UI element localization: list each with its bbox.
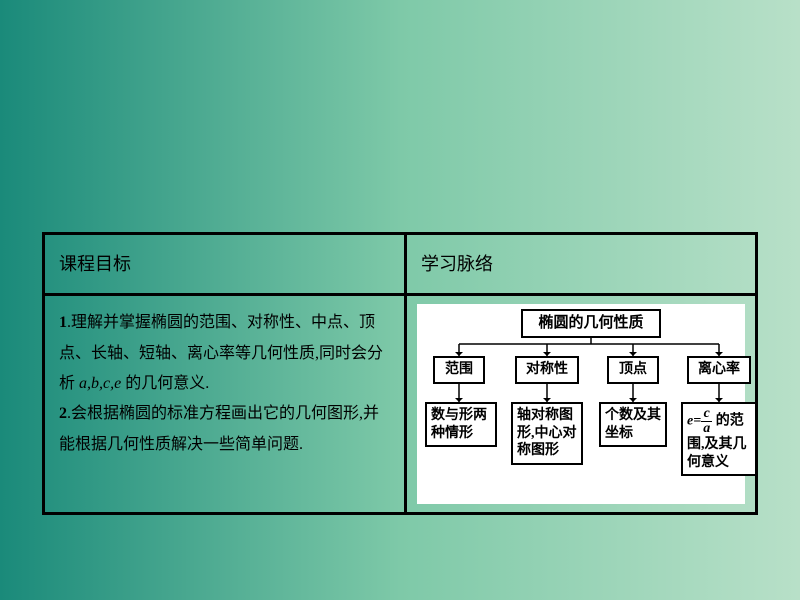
obj1-text-b: 的几何意义. xyxy=(121,375,209,392)
diagram-l3-eccentricity-detail: e=ca 的范围,及其几何意义 xyxy=(681,402,757,476)
diagram-title-box: 椭圆的几何性质 xyxy=(521,309,661,338)
diagram-l3-range-detail: 数与形两种情形 xyxy=(425,402,497,447)
obj1-number: 1 xyxy=(59,314,67,331)
ecc-fraction: ca xyxy=(701,407,712,436)
obj2-text: .会根据椭圆的标准方程画出它的几何图形,并能根据几何性质解决一些简单问题. xyxy=(59,405,379,452)
diagram-l3-symmetry-detail: 轴对称图形,中心对称图形 xyxy=(511,402,583,465)
content-table: 课程目标 学习脉络 1.理解并掌握椭圆的范围、对称性、中点、顶点、长轴、短轴、离… xyxy=(42,232,758,515)
header-objectives: 课程目标 xyxy=(44,234,406,295)
ecc-frac-num: c xyxy=(701,407,712,422)
ecc-prefix: e= xyxy=(687,414,701,429)
outline-cell: 椭圆的几何性质 范围 对称性 顶点 离心率 数与形两种情形 轴对称图形,中心对称… xyxy=(406,295,757,514)
diagram-l3-vertex-detail: 个数及其坐标 xyxy=(599,402,667,447)
obj1-vars: a,b,c,e xyxy=(79,375,121,392)
objectives-cell: 1.理解并掌握椭圆的范围、对称性、中点、顶点、长轴、短轴、离心率等几何性质,同时… xyxy=(44,295,406,514)
diagram-l2-symmetry: 对称性 xyxy=(515,356,579,384)
diagram-l2-eccentricity: 离心率 xyxy=(687,356,751,384)
diagram: 椭圆的几何性质 范围 对称性 顶点 离心率 数与形两种情形 轴对称图形,中心对称… xyxy=(417,304,745,504)
ecc-frac-den: a xyxy=(701,422,712,436)
diagram-l2-vertex: 顶点 xyxy=(607,356,659,384)
diagram-l2-range: 范围 xyxy=(433,356,485,384)
obj2-number: 2 xyxy=(59,405,67,422)
header-outline: 学习脉络 xyxy=(406,234,757,295)
